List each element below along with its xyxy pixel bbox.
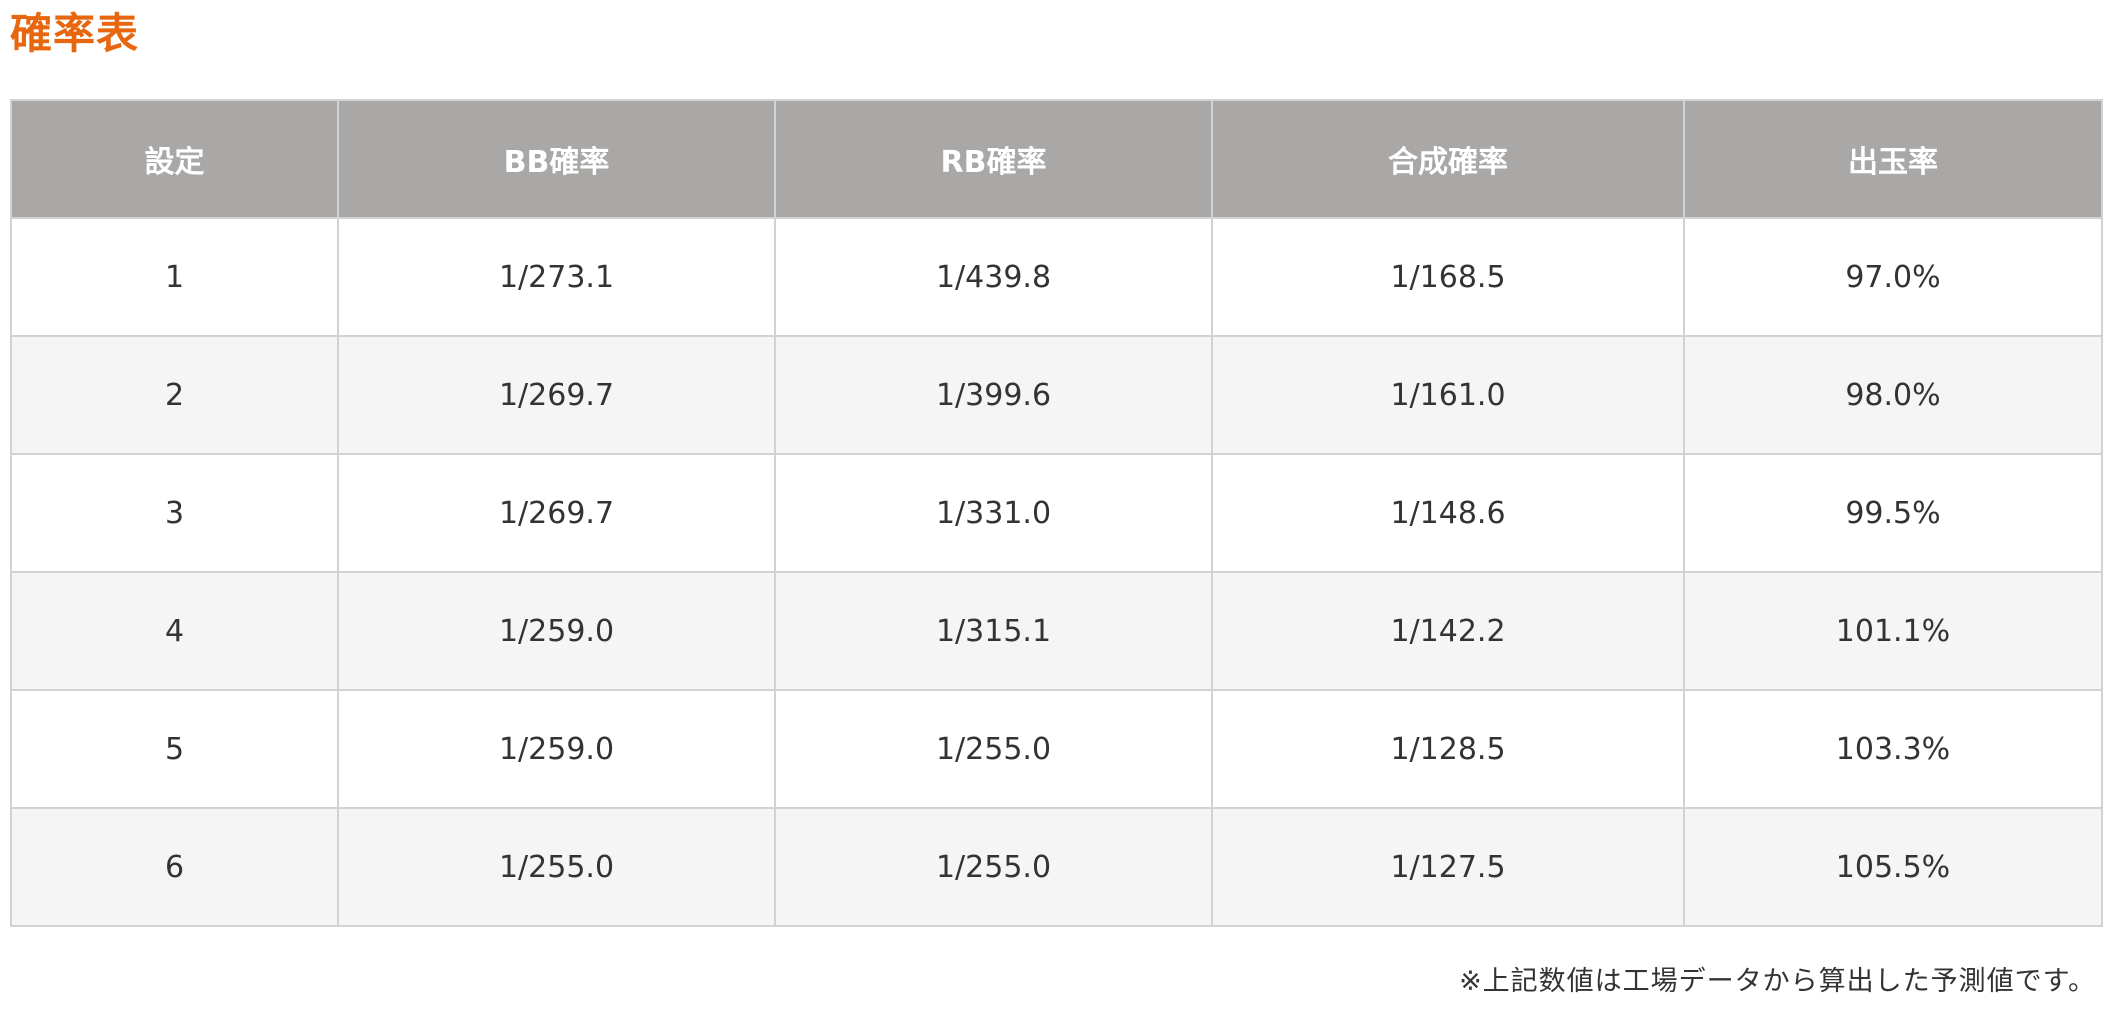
cell-setting: 2 bbox=[10, 335, 339, 455]
cell-rb-probability: 1/255.0 bbox=[774, 807, 1213, 927]
cell-bb-probability: 1/269.7 bbox=[337, 335, 776, 455]
table-row: 1 1/273.1 1/439.8 1/168.5 97.0% bbox=[10, 217, 2103, 337]
cell-combined-probability: 1/148.6 bbox=[1211, 453, 1685, 573]
footnote: ※上記数値は工場データから算出した予測値です。 bbox=[1459, 966, 2096, 997]
header-payout-rate: 出玉率 bbox=[1683, 99, 2103, 219]
header-setting: 設定 bbox=[10, 99, 339, 219]
page-title: 確率表 bbox=[10, 9, 140, 58]
cell-payout-rate: 101.1% bbox=[1683, 571, 2103, 691]
cell-bb-probability: 1/259.0 bbox=[337, 571, 776, 691]
cell-rb-probability: 1/399.6 bbox=[774, 335, 1213, 455]
cell-bb-probability: 1/259.0 bbox=[337, 689, 776, 809]
cell-combined-probability: 1/168.5 bbox=[1211, 217, 1685, 337]
cell-combined-probability: 1/127.5 bbox=[1211, 807, 1685, 927]
cell-payout-rate: 99.5% bbox=[1683, 453, 2103, 573]
cell-payout-rate: 98.0% bbox=[1683, 335, 2103, 455]
cell-setting: 5 bbox=[10, 689, 339, 809]
cell-setting: 6 bbox=[10, 807, 339, 927]
header-bb-probability: BB確率 bbox=[337, 99, 776, 219]
table-row: 4 1/259.0 1/315.1 1/142.2 101.1% bbox=[10, 571, 2103, 691]
cell-payout-rate: 97.0% bbox=[1683, 217, 2103, 337]
cell-bb-probability: 1/255.0 bbox=[337, 807, 776, 927]
cell-setting: 1 bbox=[10, 217, 339, 337]
table-row: 2 1/269.7 1/399.6 1/161.0 98.0% bbox=[10, 335, 2103, 455]
cell-rb-probability: 1/331.0 bbox=[774, 453, 1213, 573]
header-rb-probability: RB確率 bbox=[774, 99, 1213, 219]
table-row: 6 1/255.0 1/255.0 1/127.5 105.5% bbox=[10, 807, 2103, 927]
cell-bb-probability: 1/269.7 bbox=[337, 453, 776, 573]
header-combined-probability: 合成確率 bbox=[1211, 99, 1685, 219]
cell-combined-probability: 1/161.0 bbox=[1211, 335, 1685, 455]
probability-table: 設定 BB確率 RB確率 合成確率 出玉率 1 1/273.1 1/439.8 … bbox=[10, 99, 2103, 927]
cell-payout-rate: 105.5% bbox=[1683, 807, 2103, 927]
cell-setting: 3 bbox=[10, 453, 339, 573]
table-header-row: 設定 BB確率 RB確率 合成確率 出玉率 bbox=[10, 99, 2103, 219]
cell-setting: 4 bbox=[10, 571, 339, 691]
table-row: 5 1/259.0 1/255.0 1/128.5 103.3% bbox=[10, 689, 2103, 809]
cell-combined-probability: 1/128.5 bbox=[1211, 689, 1685, 809]
cell-rb-probability: 1/315.1 bbox=[774, 571, 1213, 691]
cell-combined-probability: 1/142.2 bbox=[1211, 571, 1685, 691]
cell-rb-probability: 1/439.8 bbox=[774, 217, 1213, 337]
cell-bb-probability: 1/273.1 bbox=[337, 217, 776, 337]
cell-payout-rate: 103.3% bbox=[1683, 689, 2103, 809]
cell-rb-probability: 1/255.0 bbox=[774, 689, 1213, 809]
table-row: 3 1/269.7 1/331.0 1/148.6 99.5% bbox=[10, 453, 2103, 573]
